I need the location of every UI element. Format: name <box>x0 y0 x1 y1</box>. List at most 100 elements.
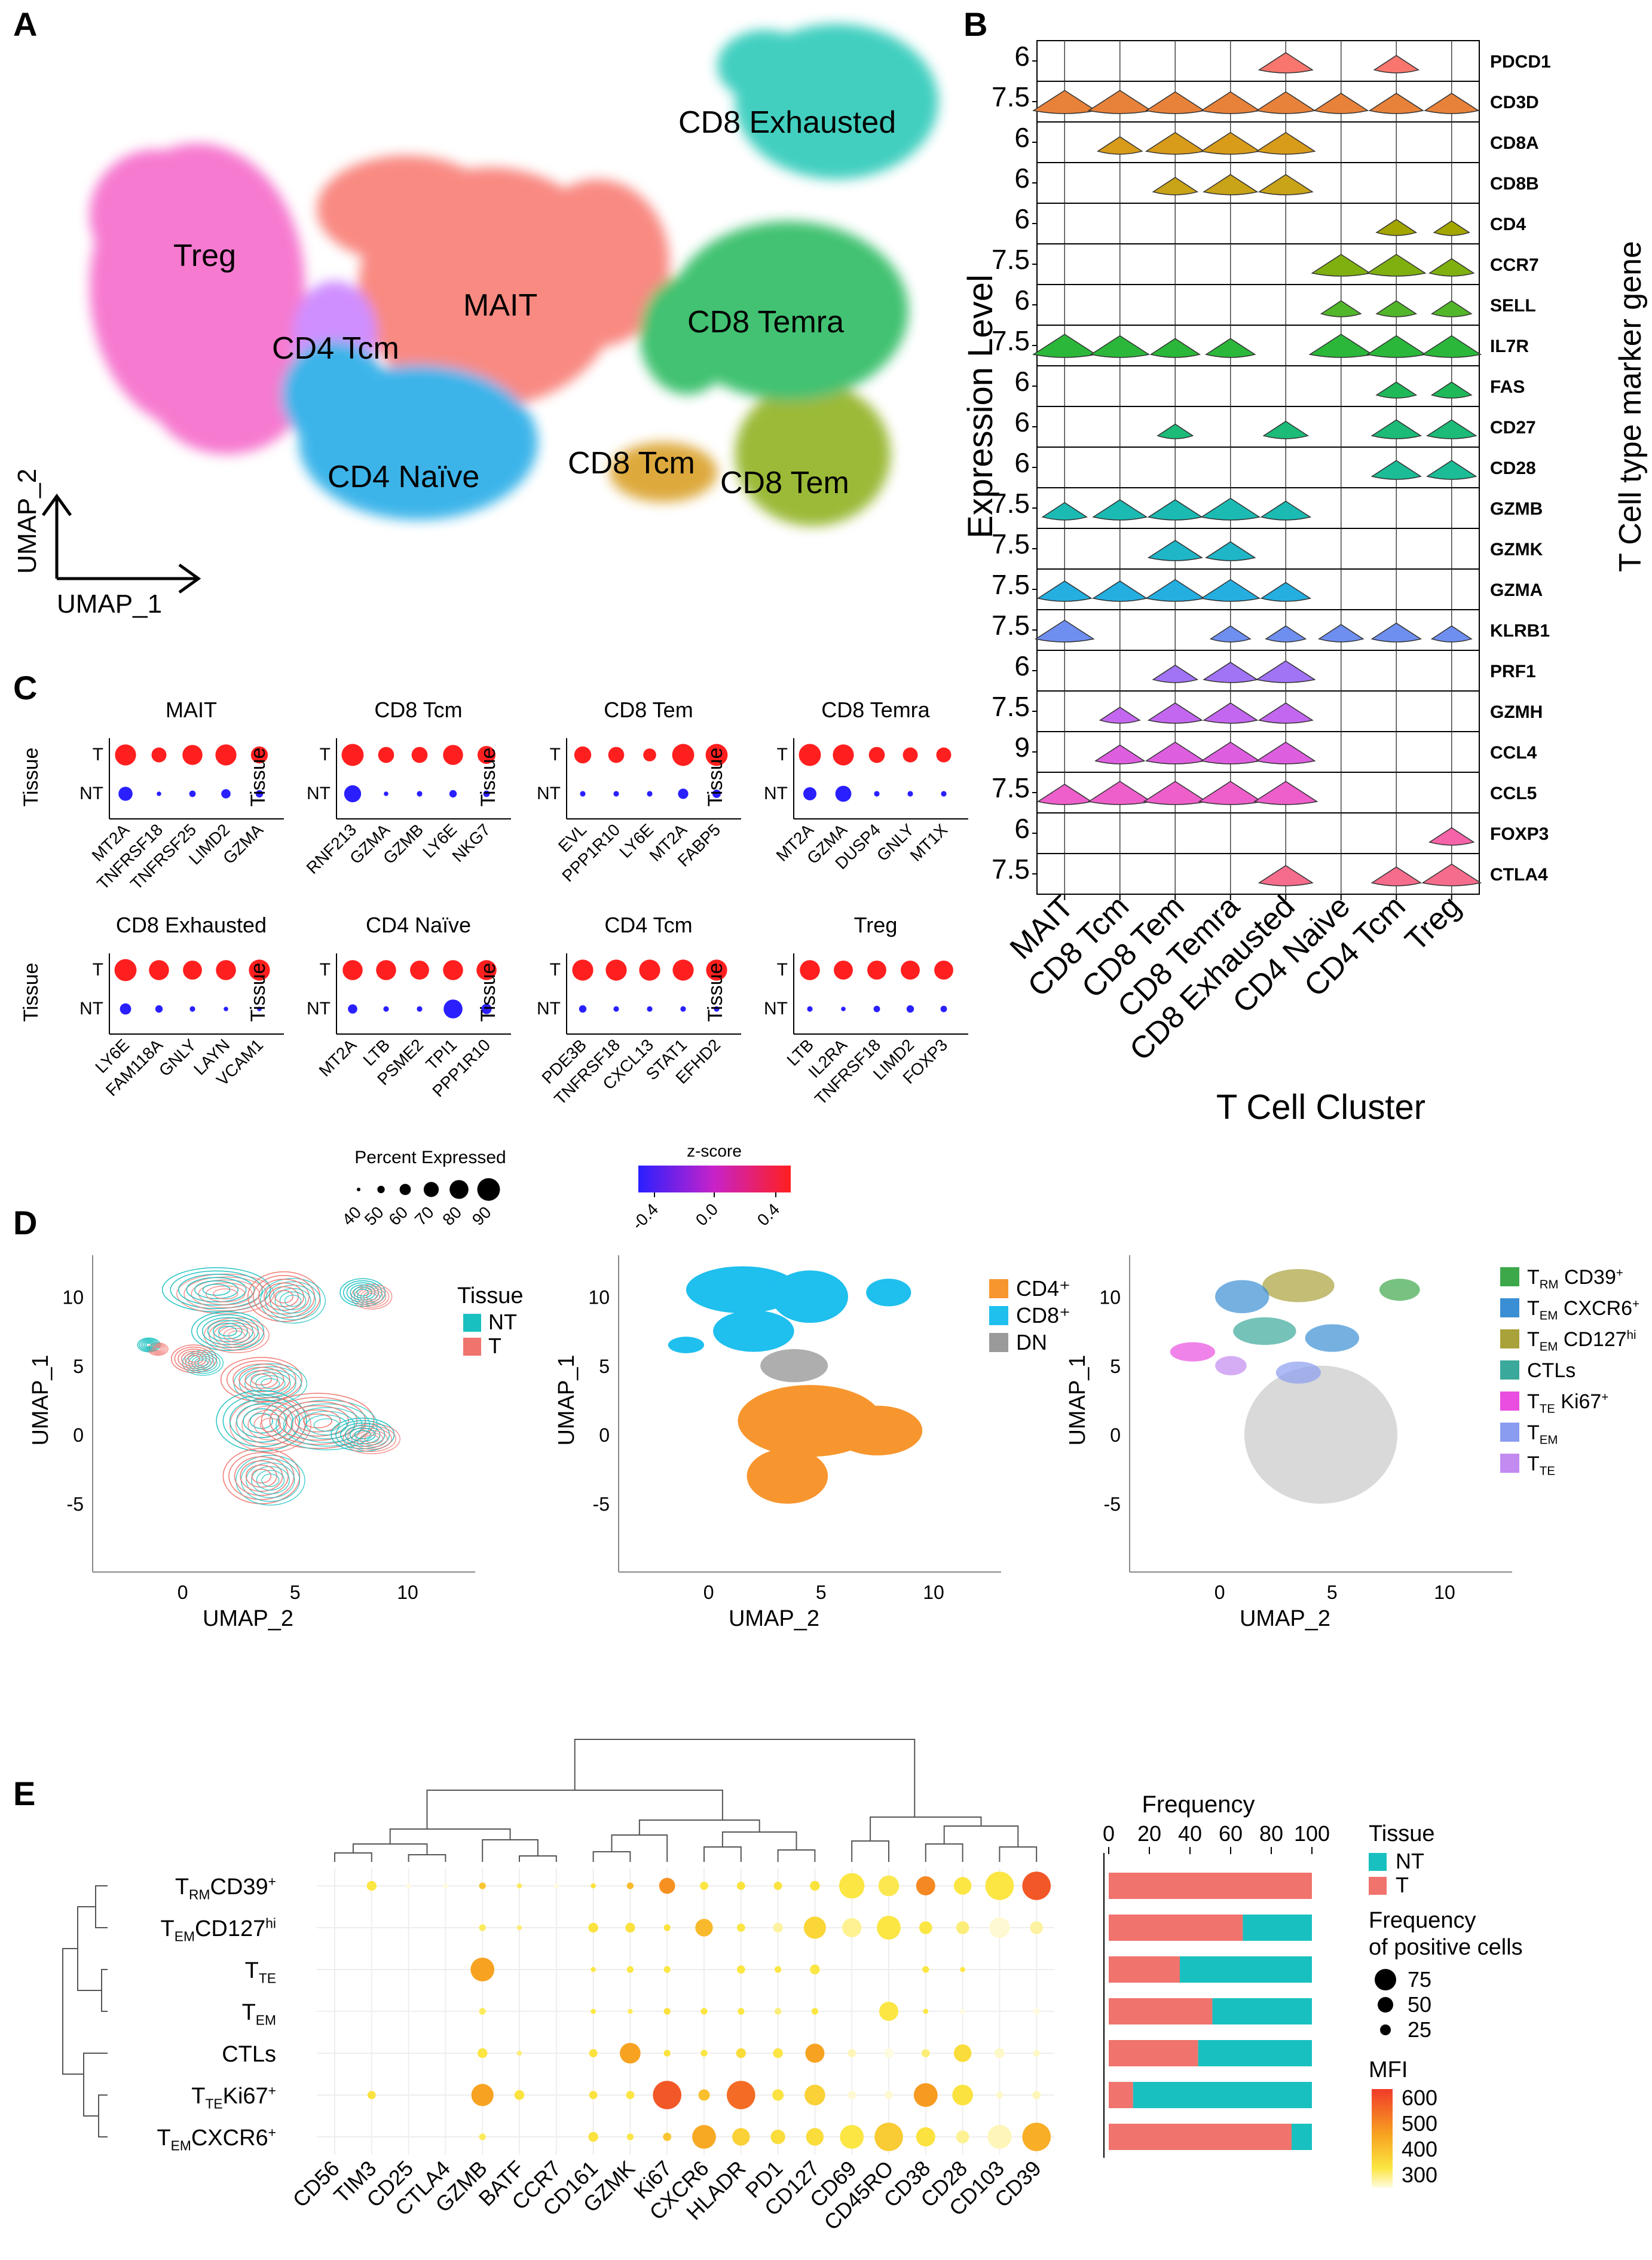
dotplot-dot-nt <box>873 1005 880 1013</box>
dotplot-title: CD8 Exhausted <box>116 913 267 937</box>
violin-shape <box>1424 93 1480 114</box>
dotplot-dot-nt <box>483 790 490 797</box>
violin-gene-label: KLRB1 <box>1490 621 1550 641</box>
umap-d-legend-label-sub: EM <box>1540 1309 1558 1322</box>
violin-shape <box>1370 460 1422 480</box>
dotplot-e-dot <box>626 1882 634 1889</box>
dotplot-dot-nt <box>257 1007 262 1011</box>
dotplot-e-row-label-main: T <box>242 2000 256 2025</box>
dotplot-dot-t <box>705 744 728 766</box>
dotplot-title: CD8 Tcm <box>374 698 462 722</box>
umap-density-contour <box>185 1351 221 1374</box>
umap-density-contour <box>178 1274 255 1306</box>
umap-density-contour <box>246 1462 295 1498</box>
umap-d-legend-label-sub: RM <box>1540 1278 1559 1291</box>
umap-density-contour <box>261 1378 280 1389</box>
umap-density-contour <box>186 1277 247 1302</box>
umap-cluster-plot <box>90 24 938 526</box>
violin-shape <box>1260 582 1311 602</box>
umap-blob-mait <box>526 179 669 347</box>
dotplot-e-dot <box>470 1958 495 1981</box>
violin-row-frame <box>1036 365 1480 407</box>
umap-label-3: CD4 Naïve <box>328 460 479 494</box>
frequency-bar-t <box>1109 1956 1180 1983</box>
dotplot-e-dot <box>878 1875 900 1897</box>
dotplot-e-dot <box>775 1966 782 1973</box>
percent-legend-dot <box>449 1180 469 1199</box>
umap-d-x-tick: 10 <box>1434 1582 1455 1603</box>
dotplot-dot-nt <box>712 790 721 798</box>
violin-shape <box>1147 702 1203 724</box>
dendrogram-branch <box>870 1816 982 1841</box>
dotplot-e-dot <box>1022 1871 1051 1900</box>
violin-gene-label: CTLA4 <box>1490 865 1548 885</box>
dotplot-e-dot <box>663 1966 671 1973</box>
dotplot-e-row-label-rest: CXCR6 <box>191 2126 268 2151</box>
violin-shape <box>1200 497 1261 521</box>
umap-d-legend-swatch <box>1500 1423 1519 1442</box>
umap-d-legend-label-sup: + <box>1616 1267 1623 1280</box>
violin-shape <box>1320 300 1362 317</box>
dotplot-e-row-label: TEM <box>242 2000 276 2027</box>
umap-subset-region <box>1305 1324 1359 1352</box>
umap-density-contour <box>188 1354 200 1363</box>
umap-d-legend-label: CD8⁺ <box>1016 1303 1070 1328</box>
violin-gene-label: GZMA <box>1490 580 1543 600</box>
dotplot-level-nt: NT <box>307 784 331 803</box>
dotplot-dot-t <box>250 746 268 764</box>
violin-gene-label: CCL4 <box>1490 743 1537 763</box>
umap-d-legend-label: TEM CD127hi <box>1527 1328 1636 1353</box>
violin-shape <box>1317 623 1365 643</box>
umap-d-legend-label: TEM CXCR6+ <box>1527 1297 1639 1322</box>
dotplot-e-dot <box>553 1883 559 1889</box>
umap-d-legend-label: T <box>488 1334 501 1358</box>
dotplot-e-dot <box>732 2128 750 2146</box>
violin-row-frame <box>1036 568 1480 610</box>
violin-shape <box>1258 702 1314 724</box>
dotplot-e-dot <box>960 1967 965 1972</box>
dotplot-e-dot <box>919 1921 932 1934</box>
percent-legend-dot <box>399 1183 411 1195</box>
umap-subset-region <box>1233 1317 1296 1345</box>
dotplot-e-dot <box>620 2042 641 2064</box>
umap-d-legend-label-sub: EM <box>1540 1340 1558 1353</box>
panel-c-label: C <box>13 669 37 707</box>
mfi-tick-label: 600 <box>1402 2085 1437 2110</box>
dotplot-y-label: Tissue <box>704 963 727 1022</box>
dotplot-e-dot <box>479 2008 486 2015</box>
dotplot-e-dot <box>698 2089 710 2101</box>
dendrogram-branch <box>482 1839 539 1862</box>
dendrogram-branch <box>83 2053 108 2117</box>
dotplot-level-nt: NT <box>764 999 788 1019</box>
dendrogram-branch <box>519 1855 557 1862</box>
mfi-tick-label: 500 <box>1402 2111 1437 2136</box>
dotplot-dot-nt <box>613 791 619 797</box>
violin-row-frame <box>1036 812 1480 854</box>
dotplot-e-dot <box>479 1882 486 1889</box>
dotplot-e-row-label-rest: Ki67 <box>223 2084 268 2109</box>
violin-shape <box>1149 338 1201 358</box>
umap-subset-region <box>1379 1279 1420 1301</box>
violin-shape <box>1265 625 1307 643</box>
dotplot-e-row-label: TEMCXCR6+ <box>157 2125 276 2154</box>
dotplot-e-dot <box>985 1871 1014 1900</box>
umap-d-x-tick: 0 <box>178 1582 188 1603</box>
dotplot-gene-label: MT1X <box>907 820 952 865</box>
panel-a-label: A <box>13 5 37 43</box>
umap-density-contour <box>236 1403 287 1438</box>
dotplot-dot-t <box>608 747 625 763</box>
dotplot-dot-t <box>216 960 236 980</box>
violin-row-ccl4: 9 CCL4 <box>1014 731 1537 773</box>
umap-blob-cd8-tem <box>735 383 891 526</box>
dotplot-dot-t <box>215 744 237 766</box>
dotplot-e-row-label-sup: hi <box>265 1916 276 1931</box>
percent-legend-dot <box>423 1182 439 1197</box>
umap-d-x-tick: 0 <box>1214 1582 1225 1603</box>
violin-row-pdcd1: 6 PDCD1 <box>1014 40 1551 82</box>
umap-density-contour <box>213 1322 260 1348</box>
violin-gene-label: CD4 <box>1490 215 1526 234</box>
umap-d-legend-swatch <box>1500 1267 1519 1286</box>
row-dendrogram <box>62 1885 108 2137</box>
violin-gene-label: SELL <box>1490 296 1536 316</box>
